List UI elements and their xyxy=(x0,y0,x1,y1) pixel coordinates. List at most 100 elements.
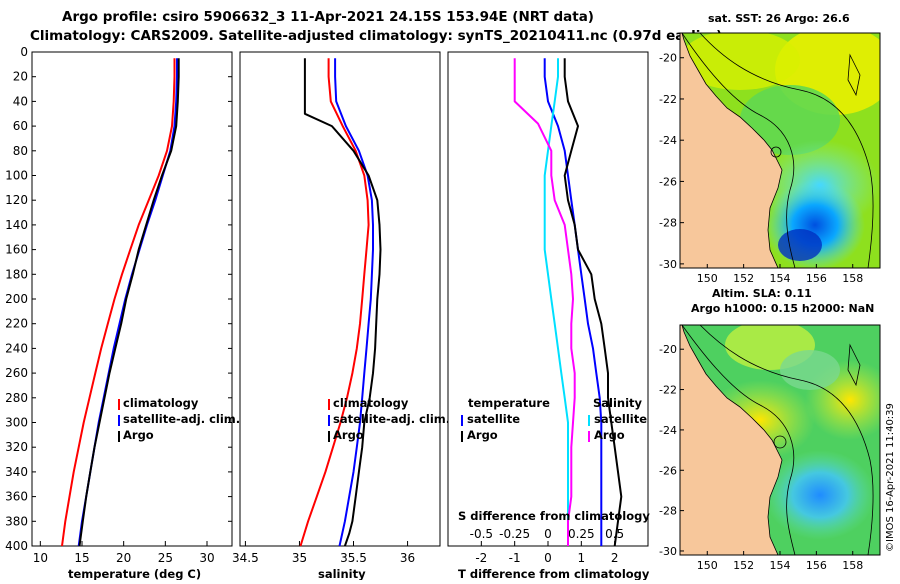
depth-tick-label: 20 xyxy=(13,70,28,84)
depth-tick-label: 140 xyxy=(5,218,28,232)
series-argo xyxy=(78,58,180,547)
s-difference-tick-label: -0.5 xyxy=(470,527,493,541)
depth-tick-label: 160 xyxy=(5,243,28,257)
salinity-panel: 34.5 35 35.5 36 climatology satellite-adj. c… xyxy=(232,51,450,581)
sla-map: 150 152 154 156 158 -20 -22 -24 -26 -28 -30 xyxy=(659,324,881,572)
salinity-tick-label: 34.5 xyxy=(232,551,259,565)
s-difference-tick-label: 0.25 xyxy=(568,527,595,541)
depth-tick-label: 320 xyxy=(5,440,28,454)
depth-tick-label: 0 xyxy=(20,45,28,59)
s-difference-tick-label: -0.25 xyxy=(499,527,530,541)
legend-label: climatology xyxy=(333,396,409,410)
legend-label: satellite-adj. clim. xyxy=(333,412,450,426)
salinity-tick-label: 35 xyxy=(292,551,307,565)
legend-label: satellite xyxy=(467,412,520,426)
series-salinity-satellite xyxy=(543,58,569,546)
map-lon-label: 156 xyxy=(806,272,827,285)
s-difference-axis-label: S difference from climatology xyxy=(458,509,650,523)
depth-tick-label: 380 xyxy=(5,514,28,528)
legend-label: Argo xyxy=(333,428,364,442)
legend-label: Argo xyxy=(123,428,154,442)
map-lat-label: -26 xyxy=(659,464,677,477)
title-line-2: Climatology: CARS2009. Satellite-adjuste… xyxy=(30,28,722,44)
t-difference-tick-label: -1 xyxy=(509,551,521,565)
t-difference-axis-label: T difference from climatology xyxy=(458,567,650,580)
legend-label: satellite xyxy=(594,412,647,426)
depth-tick-label: 240 xyxy=(5,341,28,355)
salinity-series xyxy=(299,58,382,547)
s-difference-axis: -0.5 -0.25 0 0.25 0.5 xyxy=(470,527,625,541)
salinity-legend: climatology satellite-adj. clim. Argo xyxy=(328,396,450,442)
map-lat-label: -28 xyxy=(659,505,677,518)
depth-tick-label: 280 xyxy=(5,391,28,405)
sla-map-title-2: Argo h1000: 0.15 h2000: NaN xyxy=(691,302,874,315)
map-lat-label: -24 xyxy=(659,134,677,147)
map-lon-label: 152 xyxy=(733,559,754,572)
t-difference-tick-label: -2 xyxy=(475,551,487,565)
sst-map-axes: 150 152 154 156 158 -20 -22 -24 -26 -28 -30 xyxy=(659,52,863,285)
temperature-legend: climatology satellite-adj. clim. Argo xyxy=(118,396,240,442)
map-lon-label: 158 xyxy=(842,559,863,572)
series-climatology xyxy=(61,58,176,547)
map-lon-label: 150 xyxy=(697,272,718,285)
depth-tick-label: 60 xyxy=(13,119,28,133)
temperature-axis: 10 15 20 25 30 xyxy=(33,541,215,565)
s-difference-tick-label: 0 xyxy=(544,527,552,541)
sst-map: 150 152 154 156 158 -20 -22 -24 -26 -28 -30 xyxy=(659,32,881,285)
map-lat-label: -22 xyxy=(659,384,677,397)
temperature-panel: 0204060801001201401601802002202402602803… xyxy=(5,45,648,581)
salinity-tick-label: 35.5 xyxy=(340,551,367,565)
temperature-tick-label: 15 xyxy=(74,551,89,565)
map-lat-label: -24 xyxy=(659,424,677,437)
temperature-tick-label: 30 xyxy=(199,551,214,565)
title-line-1: Argo profile: csiro 5906632_3 11-Apr-202… xyxy=(62,9,594,25)
difference-series xyxy=(513,58,623,547)
map-lon-label: 156 xyxy=(806,559,827,572)
legend-label: satellite-adj. clim. xyxy=(123,412,240,426)
map-lat-label: -20 xyxy=(659,52,677,65)
depth-tick-label: 360 xyxy=(5,490,28,504)
difference-panel: -2 -1 0 1 2 -0.5 -0.25 0 0.25 0.5 temperature sat… xyxy=(447,51,650,581)
sla-map-axes: 150 152 154 156 158 -20 -22 -24 -26 -28 -30 xyxy=(659,343,863,572)
depth-axis: 0 20 40 60 80 100 120 140 160 180 200 220 240 260 280 3… xyxy=(5,45,648,553)
depth-tick-label: 340 xyxy=(5,465,28,479)
series-temperature-satellite xyxy=(543,58,603,546)
depth-tick-label: 100 xyxy=(5,169,28,183)
temperature-tick-label: 20 xyxy=(116,551,131,565)
map-lat-label: -22 xyxy=(659,93,677,106)
series-argo xyxy=(303,58,382,547)
t-difference-tick-label: 1 xyxy=(578,551,586,565)
series-temperature-argo xyxy=(563,58,623,547)
depth-tick-label: 80 xyxy=(13,144,28,158)
salinity-axis-label: salinity xyxy=(318,567,366,580)
sst-map-title: sat. SST: 26 Argo: 26.6 xyxy=(708,12,850,25)
legend-label: Argo xyxy=(594,428,625,442)
map-lat-label: -28 xyxy=(659,217,677,230)
legend-title: Salinity xyxy=(593,396,643,410)
map-lon-label: 158 xyxy=(842,272,863,285)
legend-label: Argo xyxy=(467,428,498,442)
credit-text: ©IMOS 16-Apr-2021 11:40:39 xyxy=(885,403,896,552)
sla-map-title-1: Altim. SLA: 0.11 xyxy=(712,287,812,300)
map-lat-label: -30 xyxy=(659,545,677,558)
depth-tick-label: 200 xyxy=(5,292,28,306)
temperature-axis-label: temperature (deg C) xyxy=(68,567,201,580)
map-lon-label: 154 xyxy=(770,272,791,285)
depth-tick-label: 400 xyxy=(5,539,28,553)
salinity-tick-label: 36 xyxy=(400,551,415,565)
temperature-tick-label: 10 xyxy=(33,551,48,565)
map-lon-label: 152 xyxy=(733,272,754,285)
depth-tick-label: 40 xyxy=(13,94,28,108)
t-difference-tick-label: 2 xyxy=(611,551,619,565)
map-lon-label: 150 xyxy=(697,559,718,572)
legend-title: temperature xyxy=(468,396,550,410)
difference-legend: temperature satellite Argo Salinity satellit… xyxy=(461,396,647,442)
depth-tick-label: 120 xyxy=(5,193,28,207)
series-salinity-argo xyxy=(513,58,576,546)
map-lon-label: 154 xyxy=(770,559,791,572)
temperature-series xyxy=(61,58,180,547)
depth-tick-label: 260 xyxy=(5,366,28,380)
depth-tick-label: 180 xyxy=(5,267,28,281)
depth-tick-label: 300 xyxy=(5,416,28,430)
